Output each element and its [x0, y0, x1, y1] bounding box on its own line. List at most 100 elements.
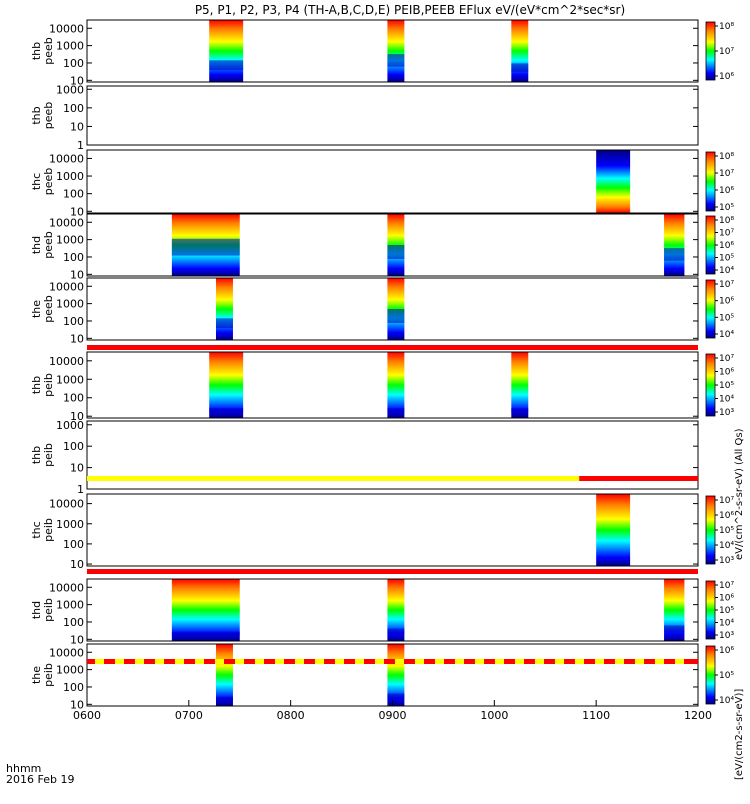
colorbar-tick-label: 10³	[719, 408, 734, 418]
spectrogram-segment	[171, 579, 240, 641]
colorbar-tick-label: 10⁴	[719, 266, 734, 276]
y-tick-label: 10	[70, 205, 84, 218]
quality-flag-bar	[87, 659, 698, 664]
y-tick-label: 10	[70, 268, 84, 281]
y-tick-label: 1000	[56, 40, 84, 53]
y-tick-label: 100	[63, 57, 84, 70]
quality-flag-segment	[195, 659, 204, 664]
date-label: 2016 Feb 19	[6, 773, 74, 786]
panel-frame	[86, 213, 699, 277]
panel-probe-label: thb	[30, 106, 43, 124]
colorbar-tick-label: 10⁸	[719, 22, 734, 32]
y-tick-label: 100	[63, 440, 84, 453]
panel-3: 10 100 1000 10000 thc peeb 10⁵ 10⁶ 10⁷ 10⁸	[30, 149, 734, 218]
quality-flag-segment	[115, 659, 124, 664]
y-tick-label: 10	[70, 332, 84, 345]
flag-bars-group	[87, 345, 698, 664]
colorbar-tick-label: 10⁶	[719, 511, 734, 521]
quality-flag-segment	[575, 659, 584, 664]
spectrogram-low-band	[511, 408, 529, 413]
panel-probe-label: thd	[30, 236, 43, 254]
y-tick-label: 10	[70, 633, 84, 646]
colorbar-tick-label: 10⁶	[719, 368, 734, 378]
y-tick-label: 1000	[56, 83, 84, 96]
panel-probe-label: thb	[30, 376, 43, 394]
colorbar-tick-label: 10⁶	[719, 241, 734, 251]
spectrogram-segment	[511, 20, 529, 82]
panel-frame	[86, 420, 699, 490]
colorbar-tick-label: 10⁷	[719, 581, 734, 591]
spectrogram-segment	[596, 494, 631, 566]
x-tick-label: 0800	[277, 709, 305, 722]
panel-frame	[86, 351, 699, 419]
panel-product-label: peeb	[42, 168, 55, 196]
quality-flag-bar	[579, 476, 698, 481]
y-tick-label: 10	[70, 120, 84, 133]
quality-flag-segment	[135, 659, 144, 664]
panel-7: 1 10 100 1000 thb peib	[30, 419, 699, 496]
y-tick-label: 1	[77, 139, 84, 152]
panel-1: 10 100 1000 10000 thb peeb 10⁶ 10⁷ 10⁸	[30, 19, 734, 87]
y-tick-label: 10000	[49, 280, 84, 293]
x-axis: 0600 0700 0800 0900 1000 1100 1200	[73, 700, 712, 722]
quality-flag-segment	[635, 659, 644, 664]
colorbar	[705, 21, 716, 81]
quality-flag-segment	[615, 659, 624, 664]
spectrogram-low-band	[664, 248, 685, 261]
spectrogram-low-band	[387, 309, 405, 323]
panel-5: 10 100 1000 10000 the peeb 10⁴ 10⁵ 10⁶ 10⁷	[30, 277, 734, 345]
quality-flag-segment	[595, 659, 604, 664]
y-tick-label: 1000	[56, 599, 84, 612]
panel-product-label: peib	[42, 663, 55, 687]
panel-probe-label: thb	[30, 446, 43, 464]
quality-flag-segment	[175, 659, 184, 664]
colorbar-tick-label: 10⁷	[719, 354, 734, 364]
panel-product-label: peeb	[42, 231, 55, 259]
colorbar-tick-label: 10⁷	[719, 229, 734, 239]
colorbar-tick-label: 10⁶	[719, 72, 734, 82]
colorbar-tick-label: 10⁸	[719, 152, 734, 162]
spectrogram-segment	[387, 20, 405, 82]
panel-9: 10 100 1000 10000 thd peib 10³ 10⁴ 10⁵ 10⁶ 10⁷	[30, 578, 734, 646]
panel-frame	[86, 277, 699, 341]
spectrogram-low-band	[387, 408, 405, 413]
spectrogram-low-band	[387, 693, 405, 700]
y-tick-label: 1000	[56, 419, 84, 432]
spectrogram-low-band	[215, 696, 233, 701]
quality-flag-bar	[87, 569, 698, 574]
quality-flag-segment	[415, 659, 424, 664]
colorbar-tick-label: 10⁵	[719, 203, 734, 213]
quality-flag-segment	[655, 659, 664, 664]
quality-flag-segment	[275, 659, 284, 664]
panel-product-label: peeb	[42, 102, 55, 130]
y-tick-label: 100	[63, 251, 84, 264]
spectrogram-low-band	[387, 54, 405, 67]
colorbar-tick-label: 10³	[719, 631, 734, 641]
y-tick-label: 1000	[56, 298, 84, 311]
y-tick-label: 100	[63, 616, 84, 629]
spectrogram-segment	[209, 20, 244, 82]
colorbar-label: [eV/(cm2-s-sr-eV)]	[734, 689, 745, 780]
quality-flag-segment	[455, 659, 464, 664]
colorbar-tick-label: 10⁵	[719, 606, 734, 616]
y-tick-label: 100	[63, 188, 84, 201]
colorbar	[705, 353, 716, 417]
y-tick-label: 10000	[49, 498, 84, 511]
panel-frame	[86, 19, 699, 83]
quality-flag-segment	[335, 659, 344, 664]
colorbar	[705, 279, 716, 339]
y-tick-label: 100	[63, 538, 84, 551]
colorbar-tick-label: 10⁷	[719, 280, 734, 290]
y-tick-label: 100	[63, 681, 84, 694]
panel-8: 10 100 1000 10000 thc peib 10³ 10⁴ 10⁵ 10⁶ 10⁷	[30, 493, 734, 571]
panel-4: 10 100 1000 10000 thd peeb 10⁴ 10⁵ 10⁶ 10⁷ 10⁸	[30, 213, 734, 281]
quality-flag-segment	[395, 659, 404, 664]
panel-frame	[86, 85, 699, 146]
colorbar-tick-label: 10³	[719, 556, 734, 566]
quality-flag-segment	[315, 659, 324, 664]
panel-product-label: peeb	[42, 37, 55, 65]
panel-probe-label: the	[30, 666, 43, 684]
spectrogram-segment	[387, 579, 405, 641]
